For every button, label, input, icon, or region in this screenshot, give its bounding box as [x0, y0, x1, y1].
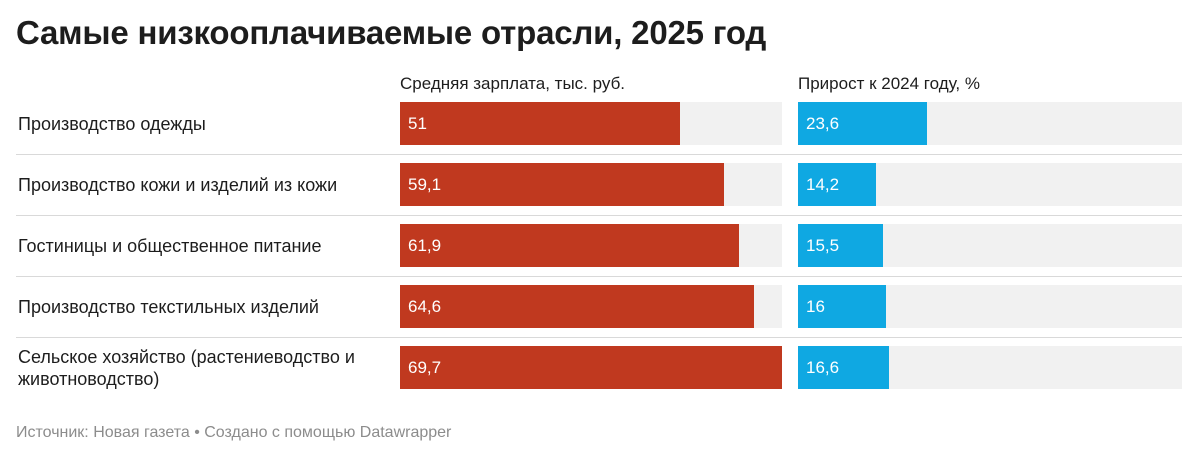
growth-value-label: 16	[806, 296, 825, 316]
growth-value-label: 23,6	[806, 113, 840, 133]
row-divider	[16, 215, 1182, 216]
salary-bar	[400, 224, 739, 267]
salary-value-label: 51	[408, 113, 427, 133]
salary-value-label: 61,9	[408, 235, 442, 255]
growth-bar	[798, 346, 889, 389]
category-label: Гостиницы и общественное питание	[18, 235, 322, 256]
salary-bar	[400, 285, 754, 328]
category-label: Производство кожи и изделий из кожи	[18, 174, 338, 195]
salary-bar	[400, 163, 724, 206]
column-header-salary: Средняя зарплата, тыс. руб.	[400, 74, 626, 93]
salary-bar	[400, 346, 782, 389]
growth-bar	[798, 163, 876, 206]
category-label: Производство одежды	[18, 113, 206, 134]
salary-bar	[400, 102, 680, 145]
growth-value-label: 14,2	[806, 174, 840, 194]
footer-source: Источник: Новая газета • Создано с помощ…	[16, 424, 452, 441]
growth-bar	[798, 285, 886, 328]
row-divider	[16, 154, 1182, 155]
chart-title: Самые низкооплачиваемые отрасли, 2025 го…	[16, 14, 767, 51]
growth-bar	[798, 224, 883, 267]
row-divider	[16, 276, 1182, 277]
growth-bar	[798, 102, 927, 145]
salary-value-label: 69,7	[408, 357, 442, 377]
growth-value-label: 16,6	[806, 357, 840, 377]
column-header-growth: Прирост к 2024 году, %	[798, 74, 980, 93]
salary-value-label: 64,6	[408, 296, 442, 316]
category-label: Производство текстильных изделий	[18, 296, 319, 317]
salary-value-label: 59,1	[408, 174, 442, 194]
growth-value-label: 15,5	[806, 235, 840, 255]
row-divider	[16, 337, 1182, 338]
category-label: Сельское хозяйство (растениеводство и жи…	[18, 346, 355, 389]
